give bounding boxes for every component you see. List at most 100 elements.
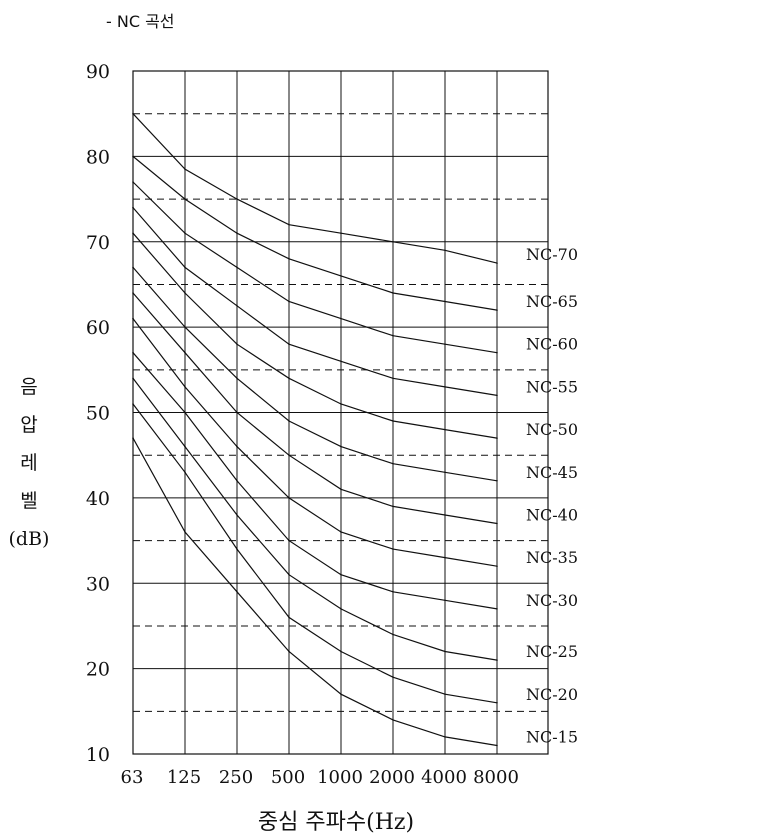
x-tick-label: 63 <box>121 767 144 788</box>
nc-curve-line <box>132 267 498 482</box>
nc-curve-point <box>444 343 446 346</box>
nc-curve-point <box>288 497 290 499</box>
nc-curve-point <box>444 599 446 602</box>
nc-curve-point <box>132 351 134 354</box>
nc-curve-label: NC-20 <box>526 685 578 704</box>
nc-curve-point <box>288 343 290 346</box>
nc-curve-point <box>288 573 290 576</box>
nc-curve-point <box>496 480 498 482</box>
nc-curve-label: NC-15 <box>526 727 578 746</box>
nc-curve-line <box>132 318 498 567</box>
nc-curve-point <box>132 155 134 158</box>
nc-curve-point <box>184 198 186 200</box>
nc-curve-point <box>496 309 498 311</box>
nc-curve-point <box>236 591 238 593</box>
nc-curve-point <box>184 351 186 354</box>
nc-curve-point <box>184 266 186 269</box>
nc-curve-point <box>288 223 290 226</box>
nc-curve-point <box>132 112 134 115</box>
x-tick-label: 500 <box>271 767 305 788</box>
nc-curve-point <box>444 514 446 516</box>
nc-curve-point <box>392 241 394 243</box>
x-tick-label: 250 <box>219 767 253 788</box>
nc-curve-point <box>288 420 290 422</box>
nc-curve-point <box>236 445 238 448</box>
nc-curve-point <box>444 386 446 388</box>
nc-curve-line <box>132 377 498 661</box>
nc-curve-point <box>288 454 290 457</box>
y-tick-label: 20 <box>86 659 110 681</box>
nc-curve-point <box>132 181 134 183</box>
nc-curve-point <box>496 608 498 610</box>
nc-curve-point <box>132 377 134 380</box>
nc-curve-point <box>444 556 446 559</box>
nc-curve-point <box>392 548 394 550</box>
nc-curve-label: NC-25 <box>526 642 578 661</box>
nc-curve-point <box>288 616 290 619</box>
y-tick-label: 70 <box>86 232 110 254</box>
nc-curve-point <box>132 437 134 439</box>
nc-curve-label: NC-60 <box>526 335 578 354</box>
nc-curve-point <box>236 411 238 414</box>
nc-curve-point <box>340 360 342 363</box>
nc-curve-point <box>392 334 394 337</box>
x-tick-label: 4000 <box>421 767 467 788</box>
nc-curve-point <box>444 693 446 695</box>
nc-curve-point <box>236 343 238 346</box>
nc-curve-point <box>444 249 446 252</box>
y-axis-title-char: 벨 <box>20 490 38 512</box>
nc-curve-point <box>392 292 394 294</box>
nc-curve-line <box>132 113 498 264</box>
nc-curve-label: NC-70 <box>526 245 578 264</box>
nc-curve-point <box>184 292 186 294</box>
nc-curve-point <box>340 232 342 234</box>
nc-curve-point <box>392 377 394 380</box>
nc-curve-point <box>444 428 446 431</box>
nc-curve-point <box>184 386 186 388</box>
nc-curve-point <box>340 608 342 610</box>
nc-curve-point <box>132 292 134 294</box>
y-tick-label: 10 <box>86 744 110 766</box>
nc-curve-label: NC-30 <box>526 591 578 610</box>
nc-curve-point <box>496 522 498 525</box>
nc-curve-line <box>132 437 498 747</box>
nc-curve-point <box>236 514 238 516</box>
nc-curve-point <box>288 539 290 542</box>
nc-curve-point <box>340 403 342 405</box>
page-heading: - NC 곡선 <box>106 12 175 31</box>
y-axis-title-char: 압 <box>20 414 38 436</box>
nc-curve-label: NC-65 <box>526 292 578 311</box>
nc-curve-point <box>496 394 498 397</box>
nc-curve-point <box>288 650 290 653</box>
nc-curve-point <box>444 471 446 474</box>
nc-curve-point <box>340 693 342 695</box>
nc-curve-point <box>392 505 394 508</box>
nc-curve-point <box>444 300 446 303</box>
nc-curve-label: NC-55 <box>526 377 578 396</box>
nc-curve-point <box>340 650 342 653</box>
nc-curve-point <box>444 650 446 653</box>
nc-curve-line <box>132 232 498 439</box>
nc-curve-point <box>496 659 498 661</box>
x-tick-label: 2000 <box>369 767 415 788</box>
nc-curve-point <box>496 565 498 567</box>
nc-curve-point <box>340 531 342 533</box>
y-axis-title-char: (dB) <box>8 528 50 550</box>
x-tick-label: 1000 <box>317 767 363 788</box>
nc-curve-point <box>132 206 134 209</box>
nc-curve-label: NC-50 <box>526 420 578 439</box>
nc-curve-point <box>496 351 498 354</box>
nc-curve-line <box>132 292 498 525</box>
x-axis-title: 중심 주파수(Hz) <box>258 810 414 835</box>
nc-curve-point <box>392 719 394 721</box>
nc-curve-point <box>392 633 394 636</box>
nc-curve-point <box>184 531 186 533</box>
y-tick-label: 60 <box>86 317 110 339</box>
nc-curve-point <box>288 300 290 303</box>
nc-curve-line <box>132 207 498 396</box>
nc-curve-point <box>132 266 134 269</box>
nc-curve-point <box>236 266 238 269</box>
nc-curve-line <box>132 352 498 610</box>
y-axis-title-char: 음 <box>20 376 38 398</box>
